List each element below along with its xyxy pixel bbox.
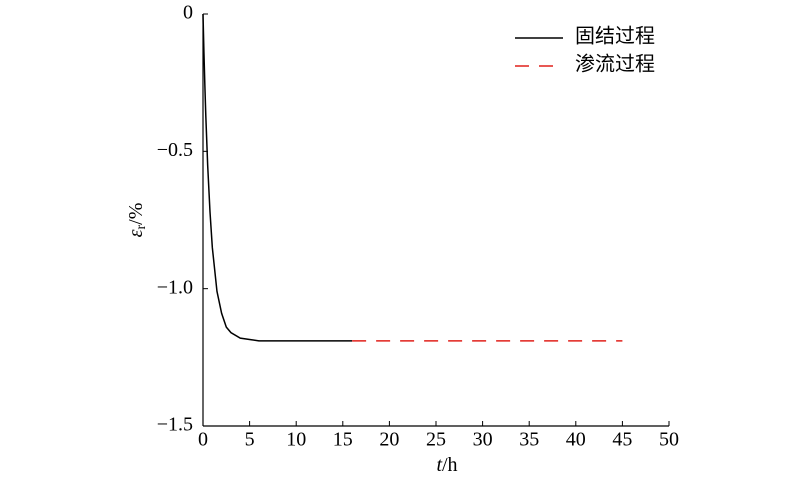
x-tick-label: 15 (333, 429, 353, 451)
legend-label: 渗流过程 (575, 53, 655, 76)
x-label-symbol: t (436, 454, 442, 476)
x-tick-label: 40 (566, 429, 586, 451)
y-label-unit: /% (125, 203, 147, 225)
legend-label: 固结过程 (575, 25, 655, 48)
data-line (202, 13, 353, 342)
y-label-subscript: r (134, 225, 149, 230)
x-axis-label: t/h (436, 454, 457, 476)
y-label-symbol: ε (125, 229, 147, 237)
y-axis-label: εr/% (125, 203, 150, 238)
x-tick-label: 30 (473, 429, 493, 451)
x-tick-label: 35 (519, 429, 539, 451)
y-tick-label: −1.0 (157, 276, 193, 298)
x-tick-label: 10 (286, 429, 306, 451)
x-tick-label: 5 (245, 429, 255, 451)
y-tick-label: −0.5 (157, 139, 193, 161)
x-tick-label: 20 (379, 429, 399, 451)
y-tick-label: −1.5 (157, 414, 193, 436)
x-label-unit: /h (442, 454, 458, 476)
x-tick-label: 0 (198, 429, 208, 451)
y-tick-label: 0 (183, 2, 193, 24)
x-tick-label: 25 (426, 429, 446, 451)
x-tick-label: 45 (612, 429, 632, 451)
x-tick-label: 50 (659, 429, 679, 451)
